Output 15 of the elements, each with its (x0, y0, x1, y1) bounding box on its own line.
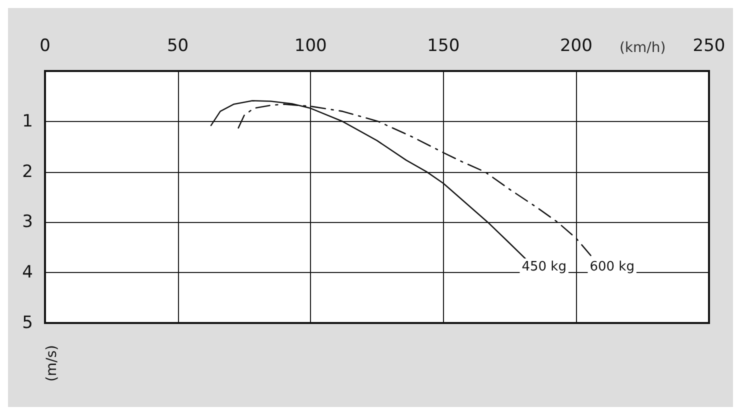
series-label: 600 kg (590, 259, 634, 274)
x-tick-label: 100 (294, 36, 327, 56)
x-tick-label: 150 (427, 36, 460, 56)
x-tick-label: 250 (692, 36, 726, 56)
y-tick-label: 4 (22, 262, 33, 283)
y-tick-label: 3 (22, 212, 33, 232)
x-axis-title: (km/h) (619, 40, 666, 56)
y-tick-label: 2 (22, 162, 33, 182)
y-axis-title: (m/s) (44, 345, 60, 382)
x-tick-label: 0 (40, 36, 50, 56)
y-tick-label: 5 (22, 313, 33, 333)
series-label: 450 kg (522, 259, 566, 274)
y-tick-label: 1 (22, 111, 33, 132)
x-tick-label: 50 (166, 36, 189, 56)
x-tick-label: 200 (560, 36, 592, 56)
